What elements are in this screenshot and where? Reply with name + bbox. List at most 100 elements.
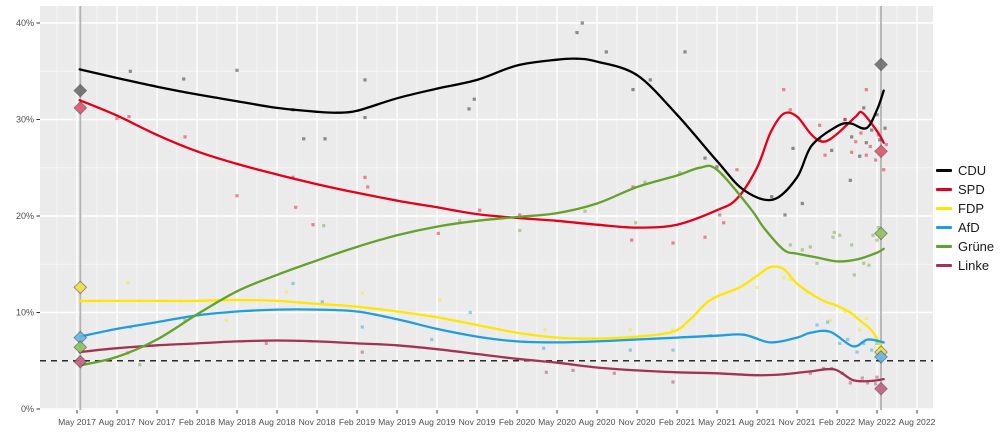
- cdu-poll-point: [703, 156, 707, 160]
- gruene-poll-point: [808, 245, 812, 249]
- x-tick-label: Nov 2020: [619, 417, 656, 427]
- cdu-poll-point: [363, 78, 367, 82]
- x-tick-label: May 2018: [218, 417, 256, 427]
- spd-poll-point: [854, 140, 858, 144]
- x-tick-label: Aug 2018: [259, 417, 296, 427]
- fdp-poll-point: [788, 278, 792, 282]
- y-tick-label: 20%: [16, 211, 34, 221]
- fdp-poll-point: [782, 276, 786, 280]
- y-tick-label: 10%: [16, 308, 34, 318]
- fdp-election-result-diamond: [73, 280, 88, 295]
- cdu-poll-point: [648, 78, 652, 82]
- cdu-poll-point: [800, 201, 804, 206]
- spd-poll-point: [868, 144, 872, 149]
- gruene-poll-point: [183, 318, 187, 322]
- cdu-poll-point: [848, 178, 852, 182]
- cdu-poll-point: [235, 68, 239, 72]
- legend-item-fdp: FDP: [936, 199, 994, 218]
- x-tick-label: Feb 2018: [179, 417, 216, 427]
- spd-poll-point: [718, 213, 722, 217]
- linke-poll-point: [671, 380, 675, 384]
- afd-poll-point: [862, 341, 866, 345]
- spd-poll-point: [874, 158, 878, 162]
- afd-poll-point: [875, 341, 879, 345]
- fdp-trend-line: [78, 265, 885, 354]
- afd-poll-point: [291, 281, 295, 286]
- x-tick-label: May 2020: [538, 417, 576, 427]
- spd-poll-point: [631, 185, 635, 189]
- legend-item-cdu: CDU: [936, 161, 994, 180]
- x-tick-label: Aug 2019: [419, 417, 456, 427]
- x-tick-label: Feb 2022: [819, 417, 856, 427]
- x-tick-label: Nov 2018: [299, 417, 336, 427]
- spd-election-result-diamond: [874, 144, 888, 159]
- gruene-poll-point: [815, 261, 819, 265]
- fdp-poll-point: [828, 318, 832, 322]
- spd-poll-point: [823, 153, 827, 157]
- cdu-poll-point: [182, 77, 186, 81]
- cdu-poll-point: [128, 69, 132, 73]
- gruene-poll-point: [138, 363, 142, 367]
- linke-election-result-diamond: [874, 381, 888, 396]
- cdu-poll-point: [783, 213, 787, 217]
- fdp-poll-point: [843, 309, 847, 314]
- afd-poll-point: [870, 348, 874, 352]
- afd-poll-point: [430, 337, 434, 342]
- gruene-poll-point: [862, 261, 866, 265]
- gruene-poll-point: [458, 219, 462, 223]
- legend-swatch-spd: [936, 188, 952, 191]
- fdp-poll-point: [671, 328, 675, 332]
- cdu-poll-point: [363, 116, 367, 120]
- afd-poll-point: [815, 323, 819, 327]
- legend-item-afd: AfD: [936, 218, 994, 237]
- linke-trend-line: [78, 339, 885, 383]
- linke-poll-point: [860, 376, 864, 380]
- spd-poll-point: [363, 175, 367, 179]
- cdu-poll-point: [683, 50, 687, 54]
- spd-poll-point: [294, 205, 298, 209]
- cdu-poll-point: [604, 50, 608, 54]
- x-tick-label: Aug 2021: [739, 417, 776, 427]
- gruene-poll-point: [788, 243, 792, 247]
- cdu-poll-point: [791, 146, 795, 150]
- spd-poll-point: [478, 208, 482, 212]
- x-axis: May 2017 Aug 2017 Nov 2017 Feb 2018 May 2018…: [58, 410, 936, 427]
- spd-poll-point: [518, 213, 522, 217]
- linke-election-result-diamond: [73, 354, 88, 369]
- fdp-poll-point: [858, 328, 862, 332]
- fdp-poll-point: [755, 285, 759, 289]
- afd-poll-point: [468, 310, 472, 315]
- y-tick-label: 30%: [16, 115, 34, 125]
- cdu-poll-point: [770, 195, 774, 199]
- y-tick-label: 0%: [21, 404, 34, 414]
- spd-poll-point: [366, 185, 370, 189]
- linke-poll-point: [360, 350, 364, 354]
- legend-swatch-linke: [936, 264, 952, 267]
- cdu-poll-point: [883, 126, 887, 130]
- linke-poll-point: [544, 370, 548, 374]
- fdp-poll-point: [864, 316, 868, 320]
- gruene-poll-point: [800, 248, 804, 252]
- gruene-trend-line: [78, 164, 885, 367]
- x-tick-label: May 2022: [858, 417, 896, 427]
- cdu-election-result-diamond: [73, 83, 88, 98]
- x-tick-label: Aug 2022: [899, 417, 936, 427]
- cdu-poll-point: [864, 141, 868, 145]
- spd-poll-point: [818, 123, 822, 127]
- gruene-poll-point: [518, 228, 522, 233]
- cdu-trend-line: [78, 57, 885, 202]
- cdu-poll-point: [870, 128, 874, 132]
- gruene-poll-point: [850, 243, 854, 247]
- cdu-poll-point: [875, 113, 879, 117]
- fdp-poll-point: [284, 290, 288, 294]
- gruene-poll-point: [871, 233, 875, 237]
- legend-label-linke: Linke: [958, 258, 990, 273]
- cdu-poll-point: [631, 88, 635, 92]
- gruene-poll-point: [643, 180, 647, 184]
- cdu-poll-point: [878, 138, 882, 142]
- cdu-poll-points: [128, 21, 887, 217]
- gruene-election-result-diamond: [874, 226, 888, 241]
- spd-poll-point: [436, 231, 440, 235]
- linke-poll-point: [612, 371, 616, 375]
